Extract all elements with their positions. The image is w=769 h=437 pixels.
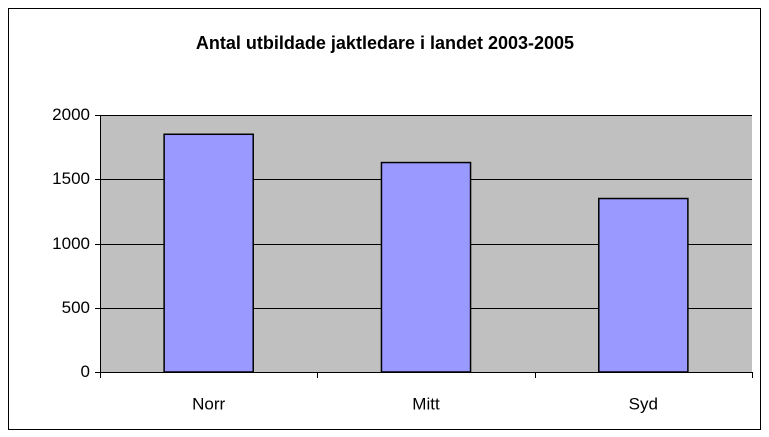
- bar: [163, 133, 254, 373]
- x-tick-label: Norr: [192, 394, 225, 413]
- x-tick-label: Syd: [629, 394, 658, 413]
- y-tick-label: 0: [81, 362, 90, 381]
- y-tick-label: 500: [62, 298, 90, 317]
- y-tick-label: 1000: [52, 234, 90, 253]
- x-tick-label: Mitt: [412, 394, 440, 413]
- chart-title: Antal utbildade jaktledare i landet 2003…: [196, 33, 574, 53]
- y-tick-label: 1500: [52, 169, 90, 188]
- bar: [380, 161, 472, 373]
- bar: [598, 197, 689, 373]
- y-tick-label: 2000: [52, 105, 90, 124]
